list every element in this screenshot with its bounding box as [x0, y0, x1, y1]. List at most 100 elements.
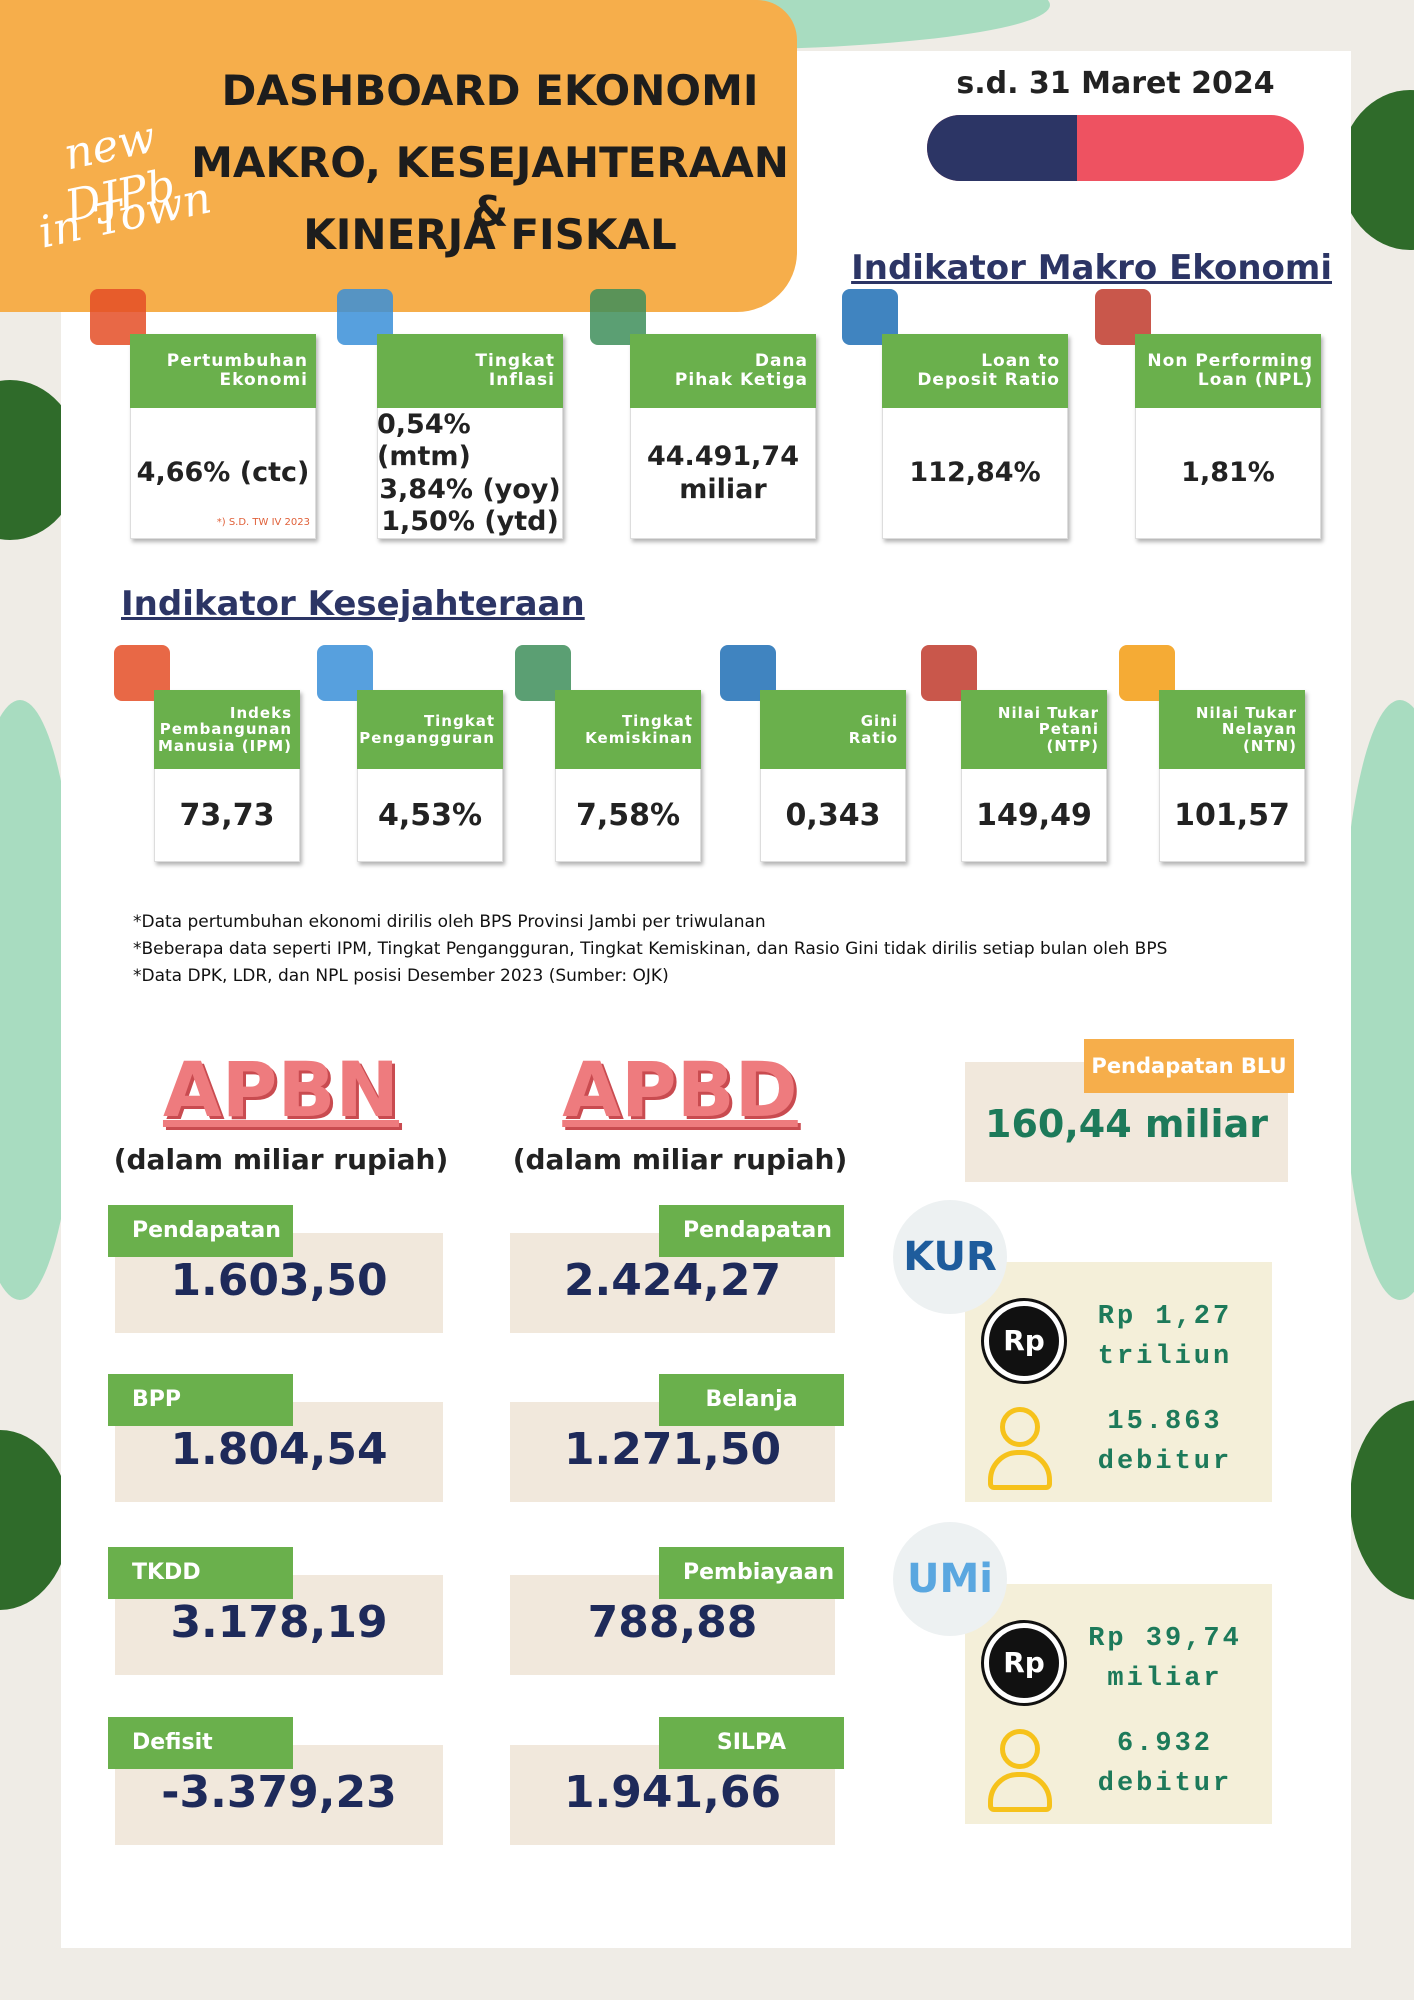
- fiscal-subtitle: (dalam miliar rupiah): [113, 1143, 449, 1176]
- card-label: (NTN): [1242, 736, 1297, 755]
- card-value: 73,73: [154, 769, 300, 862]
- value-line: 112,84%: [909, 457, 1041, 489]
- decor: [1340, 700, 1414, 1300]
- item-label: Pembiayaan: [659, 1547, 844, 1599]
- card-label: Dana: [754, 351, 808, 372]
- value-line: 1,81%: [1181, 457, 1275, 489]
- card-label: Kemiskinan: [585, 728, 693, 747]
- item-label: BPP: [108, 1374, 293, 1426]
- card-value: 44.491,74 miliar: [630, 408, 816, 539]
- credit-text: debitur: [1097, 1769, 1233, 1799]
- card-label: Nelayan: [1221, 720, 1297, 739]
- card-label: Nilai Tukar: [997, 703, 1099, 722]
- decor: [1340, 90, 1414, 250]
- card-value: 112,84%: [882, 408, 1068, 539]
- card-label: Gini: [860, 712, 898, 730]
- card-label: Loan to: [981, 351, 1060, 372]
- card-header: Tingkat Inflasi: [377, 334, 563, 408]
- credit-logo: KUR: [893, 1200, 1007, 1314]
- blu-value: 160,44 miliar: [985, 1102, 1268, 1146]
- item-value: 788,88: [587, 1597, 758, 1648]
- card-header: Loan to Deposit Ratio: [882, 334, 1068, 408]
- card-header: Nilai Tukar Petani (NTP): [961, 690, 1107, 769]
- credit-text: miliar: [1107, 1664, 1223, 1694]
- credit-logo: UMi: [893, 1522, 1007, 1636]
- card-header: Pertumbuhan Ekonomi: [130, 334, 316, 408]
- credit-text: Rp 1,27: [1097, 1302, 1233, 1332]
- credit-text: Rp 39,74: [1088, 1624, 1242, 1654]
- value-line: 149,49: [976, 797, 1092, 833]
- card-label: Loan (NPL): [1197, 370, 1313, 390]
- note: *Data pertumbuhan ekonomi dirilis oleh B…: [133, 912, 766, 932]
- card-label: Non Performing: [1147, 351, 1313, 372]
- item-value: 3.178,19: [170, 1597, 388, 1648]
- blu-label: Pendapatan BLU: [1084, 1039, 1294, 1093]
- value-line: 101,57: [1174, 797, 1290, 833]
- person-body: [988, 1772, 1052, 1812]
- item-label: TKDD: [108, 1547, 293, 1599]
- value-line: 7,58%: [575, 797, 681, 833]
- header-brush: [0, 0, 797, 312]
- item-value: 1.603,50: [170, 1255, 388, 1306]
- value-line: 0,54% (mtm): [377, 408, 471, 473]
- title-line: KINERJA FISKAL: [303, 210, 677, 259]
- decor: [1350, 1400, 1414, 1600]
- credit-text: 6.932: [1116, 1729, 1213, 1759]
- fiscal-title: APBN: [162, 1045, 400, 1134]
- item-value: 1.804,54: [170, 1424, 388, 1475]
- card-label: Pertumbuhan: [166, 351, 308, 372]
- card-label: Pihak Ketiga: [674, 370, 808, 390]
- note: *Beberapa data seperti IPM, Tingkat Peng…: [133, 939, 1168, 959]
- decor: [0, 1430, 70, 1610]
- card-label: Pembangunan: [159, 720, 292, 739]
- card-label: Pengangguran: [359, 728, 495, 747]
- title-line: MAKRO, KESEJAHTERAAN &: [191, 138, 789, 236]
- item-label: Pendapatan: [108, 1205, 293, 1257]
- credit-text: 15.863: [1107, 1407, 1223, 1437]
- card-label: Manusia (IPM): [157, 736, 292, 755]
- item-value: -3.379,23: [161, 1767, 397, 1818]
- item-label: Defisit: [108, 1717, 293, 1769]
- item-label: SILPA: [659, 1717, 844, 1769]
- card-value: 7,58%: [555, 769, 701, 862]
- card-value: 0,54% (mtm) 3,84% (yoy) 1,50% (ytd): [377, 408, 563, 539]
- credit-text: debitur: [1097, 1447, 1233, 1477]
- item-value: 1.941,66: [563, 1767, 782, 1818]
- card-header: Nilai Tukar Nelayan (NTN): [1159, 690, 1305, 769]
- card-value: 0,343: [760, 769, 906, 862]
- rp-icon: Rp: [981, 1620, 1067, 1706]
- card-label: Petani: [1038, 720, 1099, 739]
- fiscal-subtitle: (dalam miliar rupiah): [512, 1143, 848, 1176]
- section-title: Indikator Makro Ekonomi: [851, 248, 1332, 288]
- title-line: DASHBOARD EKONOMI: [221, 66, 759, 115]
- value-line: 3,84% (yoy): [379, 473, 561, 505]
- value-line: 4,53%: [377, 797, 483, 833]
- card-header: Dana Pihak Ketiga: [630, 334, 816, 408]
- date-bar-left: [927, 115, 1077, 181]
- item-value: 1.271,50: [563, 1424, 782, 1475]
- item-label: Belanja: [659, 1374, 844, 1426]
- card-value: 4,53%: [357, 769, 503, 862]
- item-label: Pendapatan: [659, 1205, 844, 1257]
- card-header: Gini Ratio: [760, 690, 906, 769]
- person-head: [1000, 1729, 1040, 1769]
- date: s.d. 31 Maret 2024: [956, 66, 1275, 101]
- value-line: 44.491,74: [646, 441, 800, 473]
- card-value: 149,49: [961, 769, 1107, 862]
- card-label: Tingkat: [621, 712, 693, 730]
- card-label: Indeks: [229, 703, 292, 722]
- card-header: Non Performing Loan (NPL): [1135, 334, 1321, 408]
- card-header: Tingkat Kemiskinan: [555, 690, 701, 769]
- value-line: 1,50% (ytd): [381, 505, 559, 537]
- value-line: 73,73: [179, 797, 275, 833]
- credit-text: triliun: [1097, 1342, 1233, 1372]
- rp-icon: Rp: [981, 1298, 1067, 1384]
- person-body: [988, 1450, 1052, 1490]
- card-label: Nilai Tukar: [1195, 703, 1297, 722]
- card-value: 4,66% (ctc): [130, 408, 316, 539]
- card-value: 1,81%: [1135, 408, 1321, 539]
- card-label: Inflasi: [488, 370, 555, 390]
- card-note: *) S.D. TW IV 2023: [216, 517, 310, 528]
- card-header: Tingkat Pengangguran: [357, 690, 503, 769]
